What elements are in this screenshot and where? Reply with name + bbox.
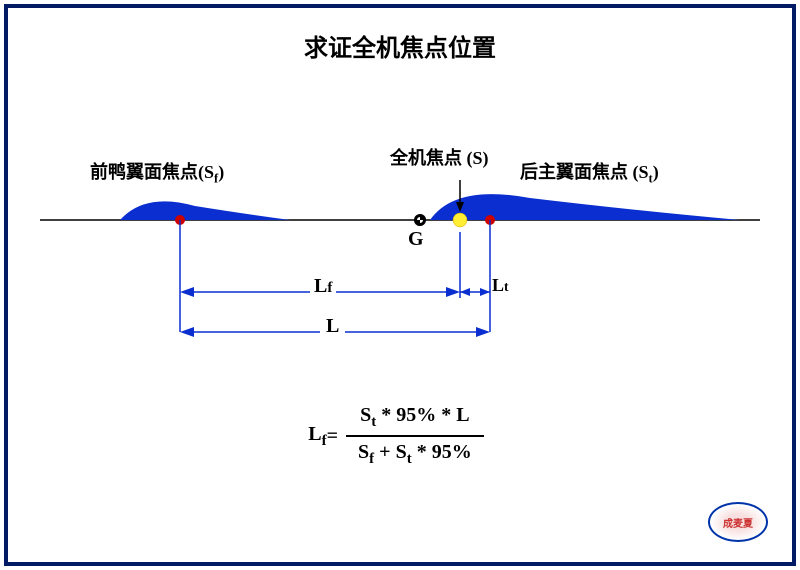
focus-label: 全机焦点 (S) <box>390 144 489 170</box>
formula-denominator: Sf + St * 95% <box>346 437 484 472</box>
dim-Lf-arrow-r <box>446 287 460 297</box>
dim-Lt-arrow-l <box>460 288 470 296</box>
dim-Lt-arrow-r <box>480 288 490 296</box>
dim-L-arrow-l <box>180 327 194 337</box>
main-wing-label: 后主翼面焦点 (St) <box>520 158 659 187</box>
formula-fraction: St * 95% * L Sf + St * 95% <box>346 400 484 472</box>
Lt-label: Lt <box>492 275 509 296</box>
L-label: L <box>320 315 345 338</box>
diagram-svg <box>40 100 760 360</box>
canard-label: 前鸭翼面焦点(Sf) <box>90 158 224 187</box>
focus-point <box>453 213 467 227</box>
formula: Lf = St * 95% * L Sf + St * 95% <box>0 400 800 472</box>
seal-stamp: 成麦夏 <box>708 502 768 542</box>
dim-Lf-arrow-l <box>180 287 194 297</box>
Lf-label: Lf <box>310 275 336 298</box>
dim-L-arrow-r <box>476 327 490 337</box>
G-label: G <box>408 228 424 251</box>
diagram-canvas: 前鸭翼面焦点(Sf) 全机焦点 (S) 后主翼面焦点 (St) G Lf Lt … <box>40 100 760 360</box>
diagram-title: 求证全机焦点位置 <box>0 28 800 63</box>
formula-lhs: Lf <box>308 423 326 450</box>
formula-eq: = <box>327 425 338 448</box>
formula-numerator: St * 95% * L <box>348 400 481 435</box>
canard-airfoil <box>120 201 290 220</box>
main-wing-airfoil <box>430 194 740 220</box>
